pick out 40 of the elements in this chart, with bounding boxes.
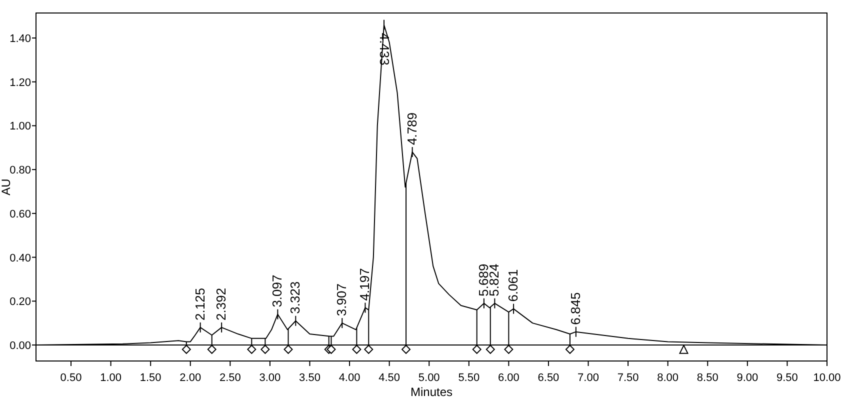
x-tick-label: 4.00 — [338, 372, 360, 384]
x-tick-label: 6.00 — [498, 372, 520, 384]
y-tick-label: 1.20 — [10, 76, 31, 89]
x-tick-label: 7.50 — [617, 372, 639, 384]
y-tick-label: 1.00 — [10, 120, 31, 133]
annotation: 3.323 — [288, 281, 303, 314]
x-tick-label: 8.50 — [696, 372, 718, 384]
y-axis-title: AU — [0, 178, 13, 196]
y-tick-label: 1.40 — [10, 33, 31, 45]
annotation: 2.392 — [214, 288, 229, 320]
annotation: 5.689 — [476, 264, 491, 296]
x-tick-label: 5.00 — [418, 372, 440, 384]
annotation: 6.061 — [506, 269, 521, 302]
annotation: 6.845 — [568, 292, 583, 325]
y-tick-label: 0.00 — [10, 340, 31, 352]
x-tick-label: 7.00 — [578, 372, 599, 384]
y-tick-label: 0.60 — [10, 208, 31, 220]
x-tick-label: 1.00 — [100, 372, 122, 384]
x-axis-title: Minutes — [410, 385, 453, 399]
x-tick-label: 1.50 — [140, 372, 162, 384]
annotation: 4.789 — [404, 112, 420, 146]
annotation: 2.125 — [192, 288, 208, 320]
y-tick-label: 0.80 — [10, 164, 31, 177]
x-tick-label: 3.50 — [299, 372, 320, 384]
x-tick-label: 2.50 — [219, 372, 241, 384]
x-tick-label: 0.50 — [60, 372, 82, 384]
annotation: 3.097 — [270, 274, 285, 308]
x-tick-label: 3.00 — [259, 372, 281, 384]
annotation: 4.197 — [357, 268, 372, 301]
x-tick-label: 5.50 — [458, 372, 480, 384]
x-tick-label: 6.50 — [538, 372, 560, 384]
x-tick-label: 9.50 — [776, 372, 798, 384]
y-tick-label: 0.20 — [10, 296, 31, 308]
x-tick-label: 8.00 — [657, 372, 679, 384]
annotation: 3.907 — [334, 284, 350, 316]
x-tick-label: 4.50 — [378, 372, 400, 384]
x-tick-label: 10.00 — [813, 372, 841, 384]
x-tick-label: 2.00 — [180, 372, 202, 384]
y-tick-label: 0.40 — [10, 252, 31, 264]
x-tick-label: 9.00 — [736, 372, 758, 384]
